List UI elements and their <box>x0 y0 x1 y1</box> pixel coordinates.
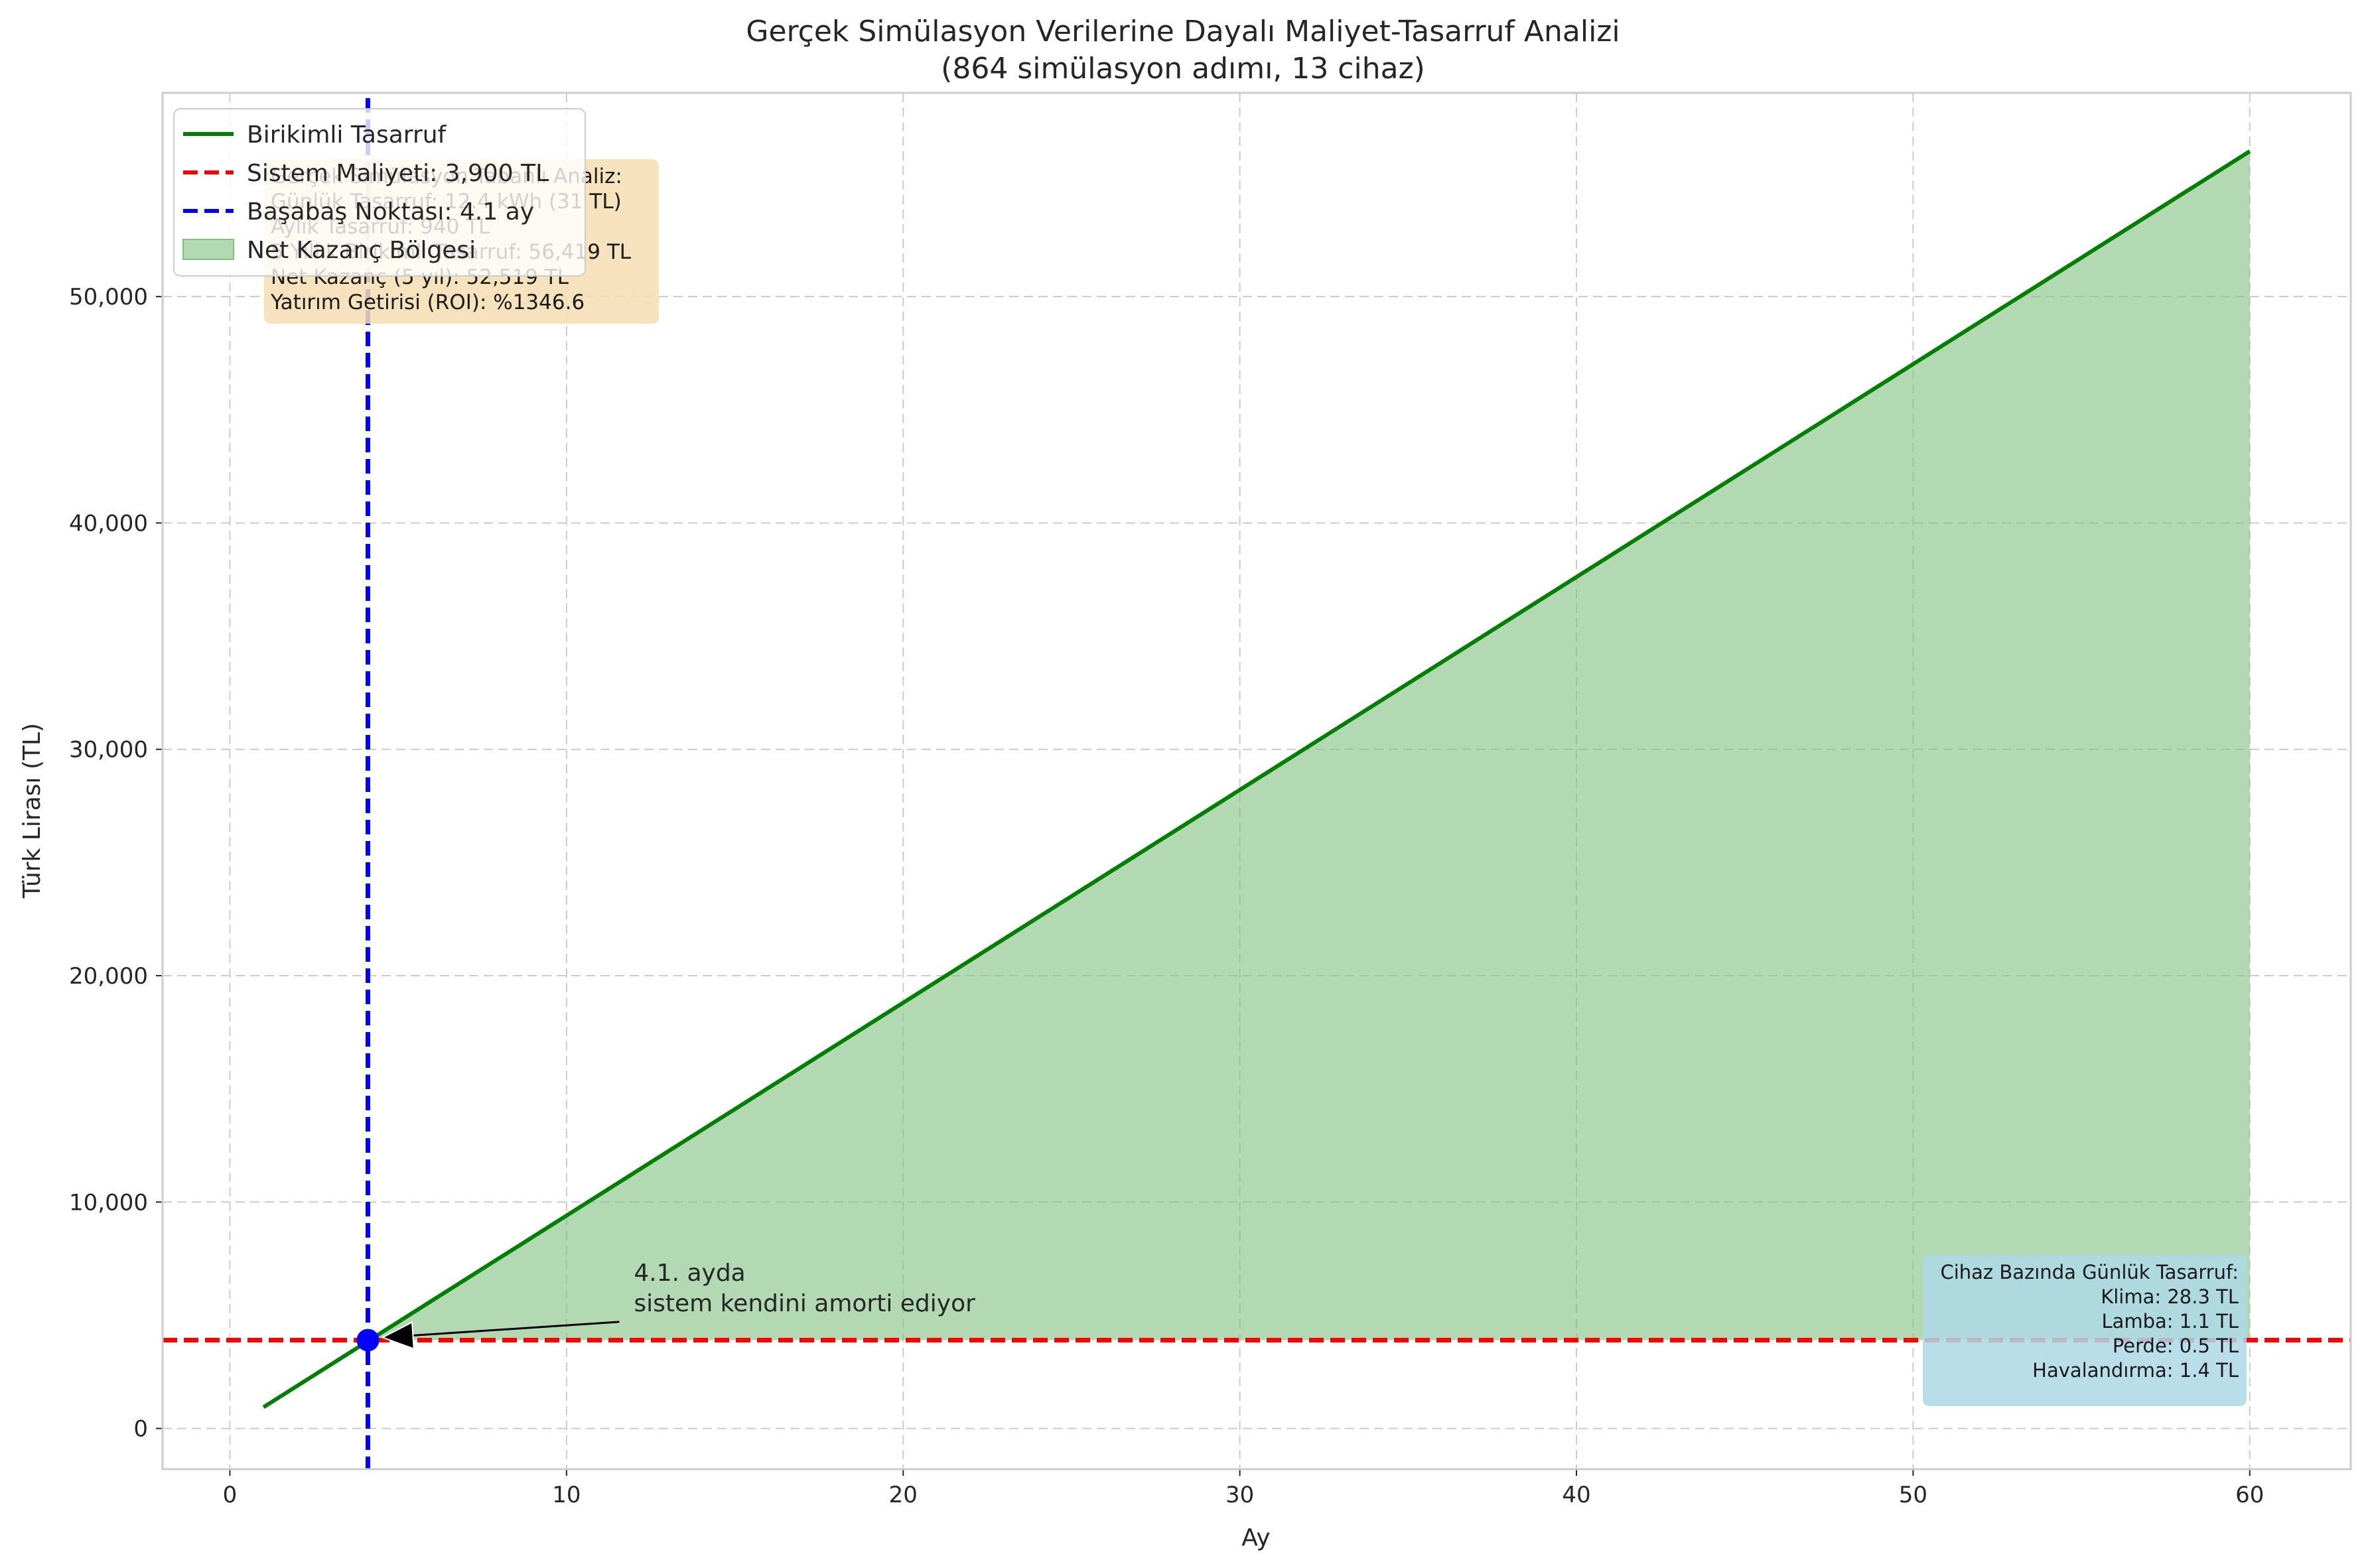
device-box-line: Perde: 0.5 TL <box>2113 1335 2239 1357</box>
x-tick-label: 30 <box>1225 1482 1254 1508</box>
breakeven-annotation: 4.1. ayda sistem kendini amorti ediyor <box>381 1260 975 1350</box>
y-tick-label: 50,000 <box>69 284 148 310</box>
device-box-line: Klima: 28.3 TL <box>2101 1285 2239 1308</box>
annotation-line: sistem kendini amorti ediyor <box>634 1290 975 1317</box>
annotation-arrow-shaft <box>413 1321 620 1337</box>
legend-entry-breakeven: Başabaş Noktası: 4.1 ay <box>247 198 534 226</box>
annotation-line: 4.1. ayda <box>634 1260 745 1287</box>
device-box-background <box>1923 1255 2247 1406</box>
y-axis-label: Türk Lirası (TL) <box>19 723 46 899</box>
info-box-line: Yatırım Getirisi (ROI): %1346.6 <box>270 291 585 314</box>
annotation-arrow-head <box>381 1321 415 1350</box>
plot-border <box>161 92 2352 1470</box>
x-tick-label: 0 <box>223 1482 238 1508</box>
x-tick-label: 10 <box>552 1482 581 1508</box>
series-line-cumulative-savings <box>262 149 2251 1409</box>
x-tick-label: 50 <box>1899 1482 1927 1508</box>
breakeven-point <box>356 1329 380 1352</box>
device-savings-box: Cihaz Bazında Günlük Tasarruf:Klima: 28.… <box>1923 1255 2247 1406</box>
chart-title: Gerçek Simülasyon Verilerine Dayalı Mali… <box>746 15 1620 48</box>
y-tick-label: 40,000 <box>69 510 148 537</box>
legend-entry-net-gain-swatch <box>182 239 234 260</box>
legend: Birikimli Tasarruf Sistem Maliyeti: 3,900… <box>173 108 586 277</box>
y-tick-label: 20,000 <box>69 963 148 990</box>
device-box-line: Lamba: 1.1 TL <box>2101 1310 2239 1333</box>
device-box-line: Havalandırma: 1.4 TL <box>2032 1359 2239 1382</box>
axis-ticks: 0 10 20 30 40 50 60 0 10,000 20,000 30,000 40,000 50… <box>69 284 2264 1508</box>
legend-entry-cumulative-savings: Birikimli Tasarruf <box>247 121 447 149</box>
device-box-line: Cihaz Bazında Günlük Tasarruf: <box>1940 1261 2239 1283</box>
x-tick-label: 40 <box>1562 1482 1590 1508</box>
chart-subtitle: (864 simülasyon adımı, 13 cihaz) <box>941 52 1425 86</box>
legend-box <box>173 108 586 277</box>
series-layer <box>262 149 2251 1409</box>
legend-entry-net-gain: Net Kazanç Bölgesi <box>247 237 476 264</box>
y-tick-label: 30,000 <box>69 737 148 763</box>
y-tick-label: 0 <box>133 1416 148 1443</box>
y-tick-label: 10,000 <box>69 1189 148 1216</box>
x-axis-label: Ay <box>1241 1524 1271 1551</box>
plot-frame <box>161 92 2352 1470</box>
x-tick-label: 60 <box>2235 1482 2264 1508</box>
x-tick-label: 20 <box>889 1482 918 1508</box>
legend-entry-system-cost: Sistem Maliyeti: 3,900 TL <box>247 160 549 187</box>
